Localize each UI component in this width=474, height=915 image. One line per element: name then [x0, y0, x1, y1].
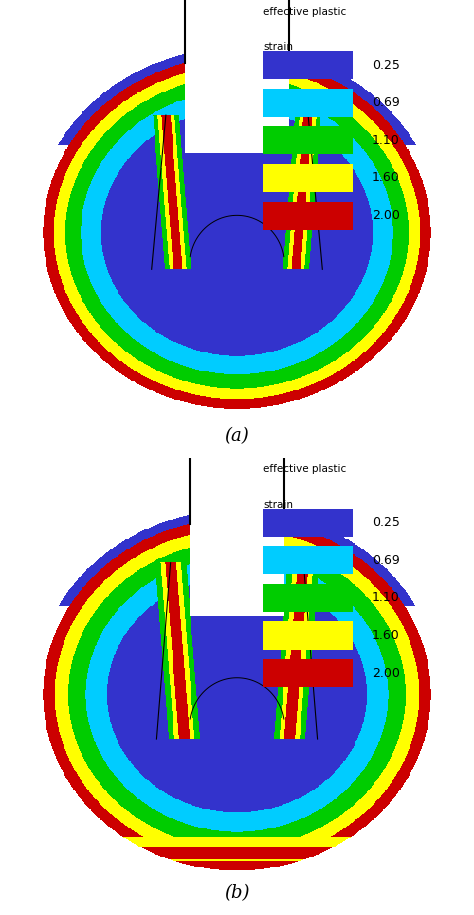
Text: (a): (a): [225, 426, 249, 445]
Bar: [263, 584, 353, 612]
Text: 1.60: 1.60: [372, 171, 400, 185]
Bar: [263, 51, 353, 80]
Text: 0.69: 0.69: [372, 554, 400, 566]
Text: 1.60: 1.60: [372, 629, 400, 642]
Bar: [263, 621, 353, 650]
Bar: [263, 509, 353, 537]
Text: 2.00: 2.00: [372, 667, 400, 680]
Text: effective plastic: effective plastic: [263, 6, 346, 16]
Text: 1.10: 1.10: [372, 134, 400, 147]
Bar: [263, 89, 353, 117]
Bar: [263, 659, 353, 687]
Bar: [263, 126, 353, 155]
Text: strain: strain: [263, 500, 293, 510]
Bar: [263, 164, 353, 192]
Text: strain: strain: [263, 42, 293, 52]
Text: 1.10: 1.10: [372, 591, 400, 605]
Text: 0.25: 0.25: [372, 59, 400, 71]
Text: 0.25: 0.25: [372, 516, 400, 529]
Bar: [263, 201, 353, 230]
Text: (b): (b): [224, 884, 250, 902]
Text: 2.00: 2.00: [372, 210, 400, 222]
Bar: [263, 546, 353, 575]
Text: effective plastic: effective plastic: [263, 464, 346, 474]
Text: 0.69: 0.69: [372, 96, 400, 109]
